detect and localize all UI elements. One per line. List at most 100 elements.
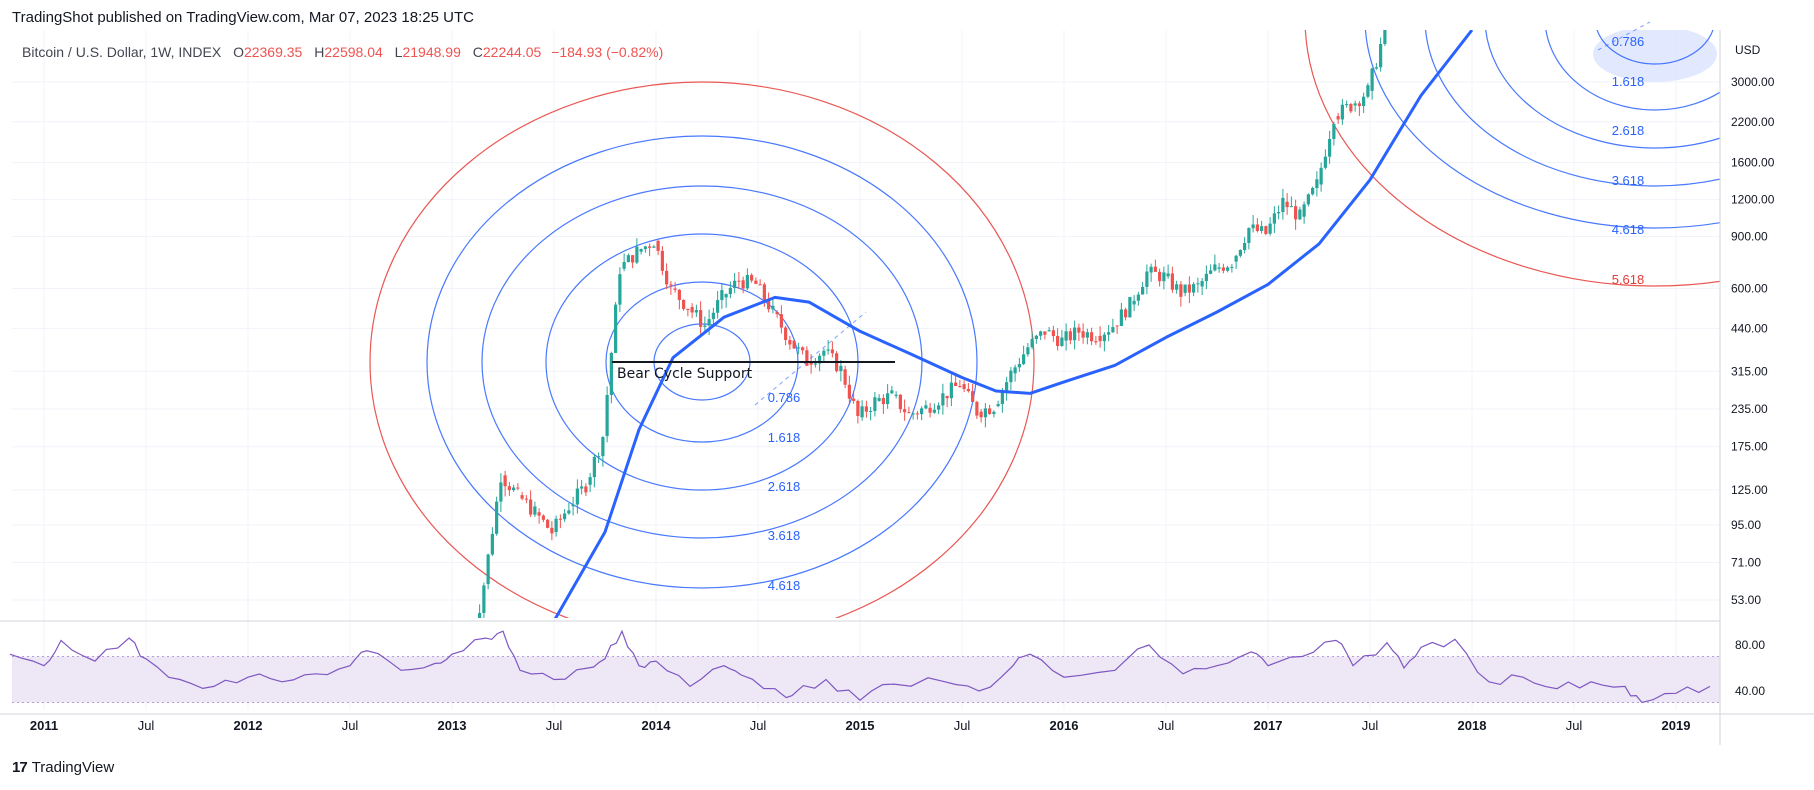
candle-body bbox=[932, 409, 936, 413]
candle-body bbox=[575, 488, 579, 505]
candle-body bbox=[567, 510, 571, 514]
publish-info: TradingShot published on TradingView.com… bbox=[12, 9, 474, 26]
candle-body bbox=[928, 407, 932, 413]
candle-body bbox=[1115, 325, 1119, 327]
candle-body bbox=[779, 314, 783, 328]
candle-body bbox=[724, 294, 728, 298]
candle-body bbox=[558, 518, 562, 520]
fib-level-label: 0.786 bbox=[1612, 34, 1645, 49]
candle-body bbox=[584, 486, 588, 493]
price-tick-label: 315.00 bbox=[1731, 364, 1768, 378]
fib-level-label: 4.618 bbox=[768, 578, 801, 593]
candle-body bbox=[1366, 85, 1370, 97]
candle-body bbox=[822, 350, 826, 356]
time-tick-label: Jul bbox=[1566, 718, 1583, 733]
price-tick-label: 53.00 bbox=[1731, 593, 1761, 607]
candle-body bbox=[911, 413, 915, 415]
candle-body bbox=[758, 284, 762, 286]
tradingview-logo-icon: 17 bbox=[12, 759, 28, 776]
time-tick-label: 2012 bbox=[234, 718, 263, 733]
candle-body bbox=[856, 400, 860, 417]
candle-body bbox=[639, 249, 643, 252]
candle-body bbox=[1285, 201, 1289, 208]
candle-body bbox=[592, 456, 596, 478]
candle-body bbox=[614, 304, 618, 353]
candle-body bbox=[741, 280, 745, 289]
symbol-name[interactable]: Bitcoin / U.S. Dollar, 1W, INDEX bbox=[22, 44, 222, 60]
candle-body bbox=[524, 498, 528, 500]
candle-body bbox=[915, 413, 919, 415]
candle-body bbox=[805, 350, 809, 366]
candle-body bbox=[533, 506, 537, 515]
candle-body bbox=[1238, 250, 1242, 256]
candle-body bbox=[801, 347, 805, 351]
candle-body bbox=[962, 384, 966, 389]
candle-body bbox=[750, 274, 754, 281]
rsi-line bbox=[9, 629, 1711, 704]
candle-body bbox=[1260, 226, 1264, 231]
rsi-tick-label: 80.00 bbox=[1735, 638, 1765, 652]
candle-body bbox=[941, 393, 945, 406]
candle-body bbox=[924, 405, 928, 409]
candle-body bbox=[1039, 331, 1043, 336]
price-tick-label: 2200.00 bbox=[1731, 115, 1775, 129]
candle-body bbox=[1272, 213, 1276, 224]
candle-body bbox=[1328, 138, 1332, 157]
rsi-pane bbox=[9, 629, 1720, 704]
candle-body bbox=[775, 311, 779, 315]
candle-body bbox=[852, 398, 856, 401]
candle-body bbox=[626, 255, 630, 263]
open-value: 22369.35 bbox=[243, 44, 303, 60]
high-value: 22598.04 bbox=[324, 44, 383, 60]
candle-body bbox=[1141, 286, 1145, 295]
time-tick-label: Jul bbox=[750, 718, 767, 733]
candle-body bbox=[686, 308, 690, 310]
candle-body bbox=[588, 477, 592, 485]
fib-level-label: 5.618 bbox=[1612, 272, 1645, 287]
candle-body bbox=[1357, 103, 1361, 107]
candle-body bbox=[830, 349, 834, 354]
fib-circle bbox=[1596, 30, 1714, 65]
candle-body bbox=[792, 340, 796, 349]
candle-body bbox=[1175, 284, 1179, 290]
candle-body bbox=[677, 289, 681, 300]
fib-circles bbox=[369, 30, 1720, 618]
tradingview-logo[interactable]: 17 TradingView bbox=[12, 759, 114, 776]
candle-body bbox=[975, 401, 979, 416]
candle-body bbox=[1060, 337, 1064, 346]
candle-body bbox=[920, 408, 924, 415]
candle-body bbox=[1094, 341, 1098, 343]
candle-body bbox=[563, 513, 567, 520]
price-tick-label: 600.00 bbox=[1731, 282, 1768, 296]
fib-level-label: 2.618 bbox=[1612, 123, 1645, 138]
candle-body bbox=[894, 394, 898, 396]
brand-name: TradingView bbox=[31, 759, 115, 776]
candle-body bbox=[1289, 206, 1293, 208]
candle-body bbox=[1247, 228, 1251, 243]
time-tick-label: 2013 bbox=[438, 718, 467, 733]
candle-body bbox=[945, 395, 949, 399]
candle-body bbox=[898, 394, 902, 410]
candle-body bbox=[1009, 370, 1013, 383]
candle-body bbox=[529, 499, 533, 515]
candle-body bbox=[877, 397, 881, 401]
price-tick-label: 1200.00 bbox=[1731, 193, 1775, 207]
symbol-info-bar[interactable]: Bitcoin / U.S. Dollar, 1W, INDEX O22369.… bbox=[22, 44, 663, 60]
currency-label[interactable]: USD bbox=[1735, 43, 1761, 57]
candle-body bbox=[949, 382, 953, 399]
candle-body bbox=[1000, 391, 1004, 405]
candle-body bbox=[1209, 270, 1213, 274]
candle-body bbox=[499, 482, 503, 502]
candle-body bbox=[1345, 104, 1349, 106]
candle-body bbox=[818, 355, 822, 364]
candle-body bbox=[971, 391, 975, 402]
fib-level-label: 1.618 bbox=[1612, 74, 1645, 89]
candle-body bbox=[495, 501, 499, 534]
fib-fill-zone bbox=[1593, 30, 1717, 82]
candle-body bbox=[1281, 197, 1285, 212]
price-series bbox=[478, 30, 1387, 618]
candle-body bbox=[1349, 104, 1353, 112]
candle-body bbox=[503, 475, 507, 487]
candle-body bbox=[1234, 255, 1238, 262]
